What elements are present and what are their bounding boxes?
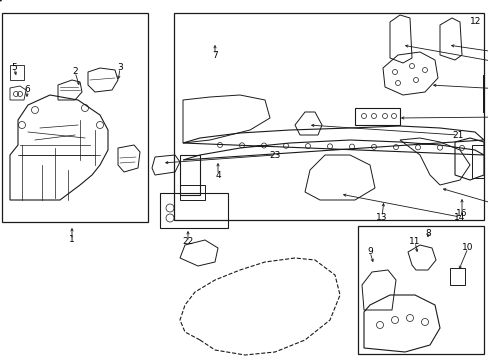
Text: 23: 23 <box>269 150 280 159</box>
Text: 2: 2 <box>72 68 78 77</box>
Text: 22: 22 <box>182 238 193 247</box>
Text: 6: 6 <box>24 85 30 94</box>
Text: 21: 21 <box>451 130 463 139</box>
Text: 1: 1 <box>69 235 75 244</box>
Bar <box>2 13 148 222</box>
Text: 16: 16 <box>455 208 467 217</box>
Text: 8: 8 <box>424 229 430 238</box>
Text: 14: 14 <box>453 212 465 221</box>
Bar <box>174 13 483 220</box>
Text: 9: 9 <box>366 248 372 256</box>
Text: 12: 12 <box>469 18 481 27</box>
Bar <box>357 226 483 354</box>
Text: 11: 11 <box>408 238 420 247</box>
Text: 5: 5 <box>11 63 17 72</box>
Text: 4: 4 <box>215 171 221 180</box>
Text: 13: 13 <box>375 212 387 221</box>
Text: 10: 10 <box>461 243 473 252</box>
Text: 7: 7 <box>212 50 218 59</box>
Text: 3: 3 <box>117 63 122 72</box>
